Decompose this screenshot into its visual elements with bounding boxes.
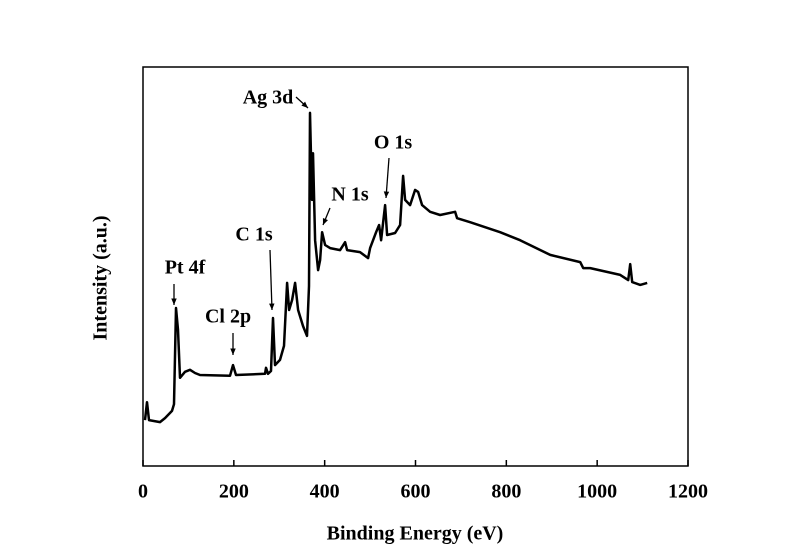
arrow-head <box>269 303 275 310</box>
y-axis-label: Intensity (a.u.) <box>90 215 112 340</box>
plot-frame <box>142 66 689 467</box>
spectrum-line <box>143 111 648 424</box>
arrow-head <box>230 348 236 355</box>
peak-label: Pt 4f <box>165 257 206 279</box>
arrow-head <box>171 298 177 305</box>
x-tick-label: 0 <box>138 481 148 503</box>
x-tick-label: 800 <box>491 481 521 503</box>
x-tick-label: 1000 <box>577 481 617 503</box>
arrow-head <box>301 101 308 108</box>
arrow-head <box>383 191 390 198</box>
x-tick-label: 200 <box>219 481 249 503</box>
peak-label: Cl 2p <box>205 306 251 328</box>
peak-label: Ag 3d <box>243 87 294 109</box>
peak-label: N 1s <box>331 184 368 206</box>
x-axis-label: Binding Energy (eV) <box>327 523 504 545</box>
x-tick-label: 400 <box>310 481 340 503</box>
x-tick-label: 1200 <box>668 481 708 503</box>
peak-label: O 1s <box>374 132 413 154</box>
peak-arrow <box>385 157 390 199</box>
peak-label: C 1s <box>235 224 272 246</box>
x-tick-label: 600 <box>401 481 431 503</box>
peak-arrow <box>269 249 273 311</box>
arrow-head <box>322 218 328 225</box>
